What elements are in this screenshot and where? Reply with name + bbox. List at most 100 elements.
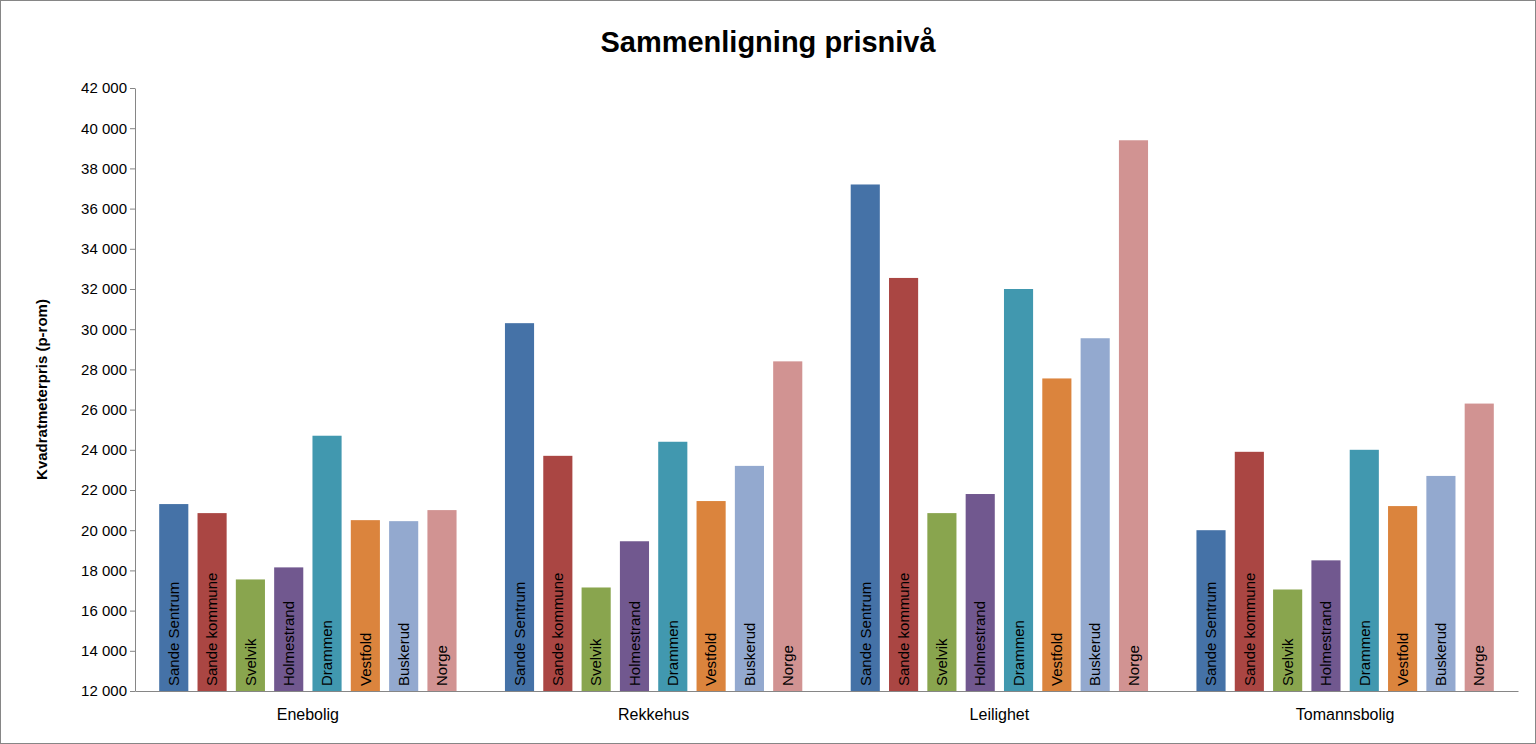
y-tick-mark <box>130 209 135 210</box>
x-tick: Enebolig <box>277 691 339 723</box>
bar <box>1196 530 1225 691</box>
y-tick-label: 42 000 <box>81 79 127 96</box>
bar <box>1311 560 1340 691</box>
bar-series-label: Norge <box>1125 645 1142 686</box>
bar <box>658 442 687 691</box>
bar-series-label: Buskerud <box>741 623 758 686</box>
y-tick-label: 28 000 <box>81 361 127 378</box>
bar-series-label: Sande Sentrum <box>857 582 874 686</box>
bar-series-label: Norge <box>1470 645 1487 686</box>
y-tick: 16 000 <box>81 602 135 619</box>
bar-series-label: Svelvik <box>242 638 259 686</box>
y-axis-title: Kvadratmeterpris (p-rom) <box>33 299 50 480</box>
x-axis: Enebolig Rekkehus Leilighet Tomannsbolig <box>136 691 1519 723</box>
y-tick: 14 000 <box>81 642 135 659</box>
bar-series-label: Drammen <box>664 620 681 686</box>
bar-series-label: Buskerud <box>395 623 412 686</box>
y-tick-label: 34 000 <box>81 240 127 257</box>
bar-series-label: Holmestrand <box>1317 601 1334 686</box>
bar-series-label: Buskerud <box>1086 623 1103 686</box>
x-tick-label: Leilighet <box>970 706 1030 723</box>
bar <box>966 494 995 691</box>
y-tick-label: 18 000 <box>81 562 127 579</box>
bar <box>1426 476 1455 691</box>
y-tick-label: 20 000 <box>81 522 127 539</box>
bar <box>1119 140 1148 691</box>
y-tick-mark <box>130 450 135 451</box>
y-tick-label: 36 000 <box>81 200 127 217</box>
bar <box>1350 450 1379 691</box>
y-axis-line <box>135 89 136 692</box>
bar-series-label: Svelvik <box>1279 638 1296 686</box>
y-tick-mark <box>130 410 135 411</box>
y-tick-label: 24 000 <box>81 441 127 458</box>
bar-series-label: Drammen <box>318 620 335 686</box>
plot: Sande Sentrum Sande Sentrum Sande Sentrum S… <box>81 79 1518 723</box>
y-tick-label: 26 000 <box>81 401 127 418</box>
y-tick-mark <box>130 128 135 129</box>
bar-series-label: Vestfold <box>357 633 374 686</box>
bar <box>505 323 534 691</box>
y-tick: 40 000 <box>81 120 135 137</box>
y-tick: 38 000 <box>81 160 135 177</box>
y-tick: 24 000 <box>81 441 135 458</box>
bar-series-label: Sande Sentrum <box>165 582 182 686</box>
y-tick: 20 000 <box>81 522 135 539</box>
x-axis-line <box>136 691 1519 692</box>
bar <box>1465 404 1494 691</box>
bar-series-label: Svelvik <box>587 638 604 686</box>
y-tick: 36 000 <box>81 200 135 217</box>
y-tick: 30 000 <box>81 321 135 338</box>
y-tick-mark <box>130 289 135 290</box>
bar <box>1004 289 1033 691</box>
x-tick-label: Tomannsbolig <box>1296 706 1395 723</box>
y-tick-mark <box>130 369 135 370</box>
x-tick: Rekkehus <box>618 691 689 723</box>
y-tick-mark <box>130 168 135 169</box>
bar <box>389 521 418 691</box>
x-tick-label: Rekkehus <box>618 706 689 723</box>
y-tick-mark <box>130 570 135 571</box>
bar-series-label: Sande Sentrum <box>511 582 528 686</box>
bar-series-label: Holmestrand <box>280 601 297 686</box>
bar-series-label: Vestfold <box>1394 633 1411 686</box>
y-tick-mark <box>130 611 135 612</box>
bar-series-label: Vestfold <box>702 633 719 686</box>
bar-series-label: Drammen <box>1356 620 1373 686</box>
bar <box>312 436 341 691</box>
y-tick-label: 16 000 <box>81 602 127 619</box>
bar <box>735 466 764 691</box>
y-tick-label: 40 000 <box>81 120 127 137</box>
bar-names: Sande Sentrum Sande Sentrum Sande Sentrum S… <box>165 573 1487 686</box>
bar <box>543 456 572 691</box>
y-tick: 42 000 <box>81 79 135 96</box>
bar <box>1235 452 1264 691</box>
bar <box>851 184 880 691</box>
y-tick: 12 000 <box>81 682 135 699</box>
bar-series-label: Drammen <box>1010 620 1027 686</box>
y-tick: 18 000 <box>81 562 135 579</box>
y-tick: 26 000 <box>81 401 135 418</box>
bar <box>1273 589 1302 691</box>
title: Sammenligning prisnivå <box>600 26 936 58</box>
y-tick: 22 000 <box>81 481 135 498</box>
bar-series-label: Sande kommune <box>1241 573 1258 686</box>
bar-series-label: Norge <box>433 645 450 686</box>
bar <box>773 361 802 691</box>
bar-series-label: Holmestrand <box>971 601 988 686</box>
bar-series-label: Norge <box>779 645 796 686</box>
y-tick-label: 38 000 <box>81 160 127 177</box>
bar <box>582 587 611 691</box>
bar <box>351 520 380 691</box>
y-tick-label: 30 000 <box>81 321 127 338</box>
bar <box>236 579 265 691</box>
bar <box>927 513 956 691</box>
bar <box>620 541 649 691</box>
x-tick-label: Enebolig <box>277 706 339 723</box>
y-tick-label: 32 000 <box>81 280 127 297</box>
y-axis: 12 000 14 000 16 000 18 000 20 000 22 000 24 0… <box>81 79 135 699</box>
bars <box>159 140 1494 691</box>
bar <box>198 513 227 691</box>
y-tick: 28 000 <box>81 361 135 378</box>
y-tick-mark <box>130 329 135 330</box>
